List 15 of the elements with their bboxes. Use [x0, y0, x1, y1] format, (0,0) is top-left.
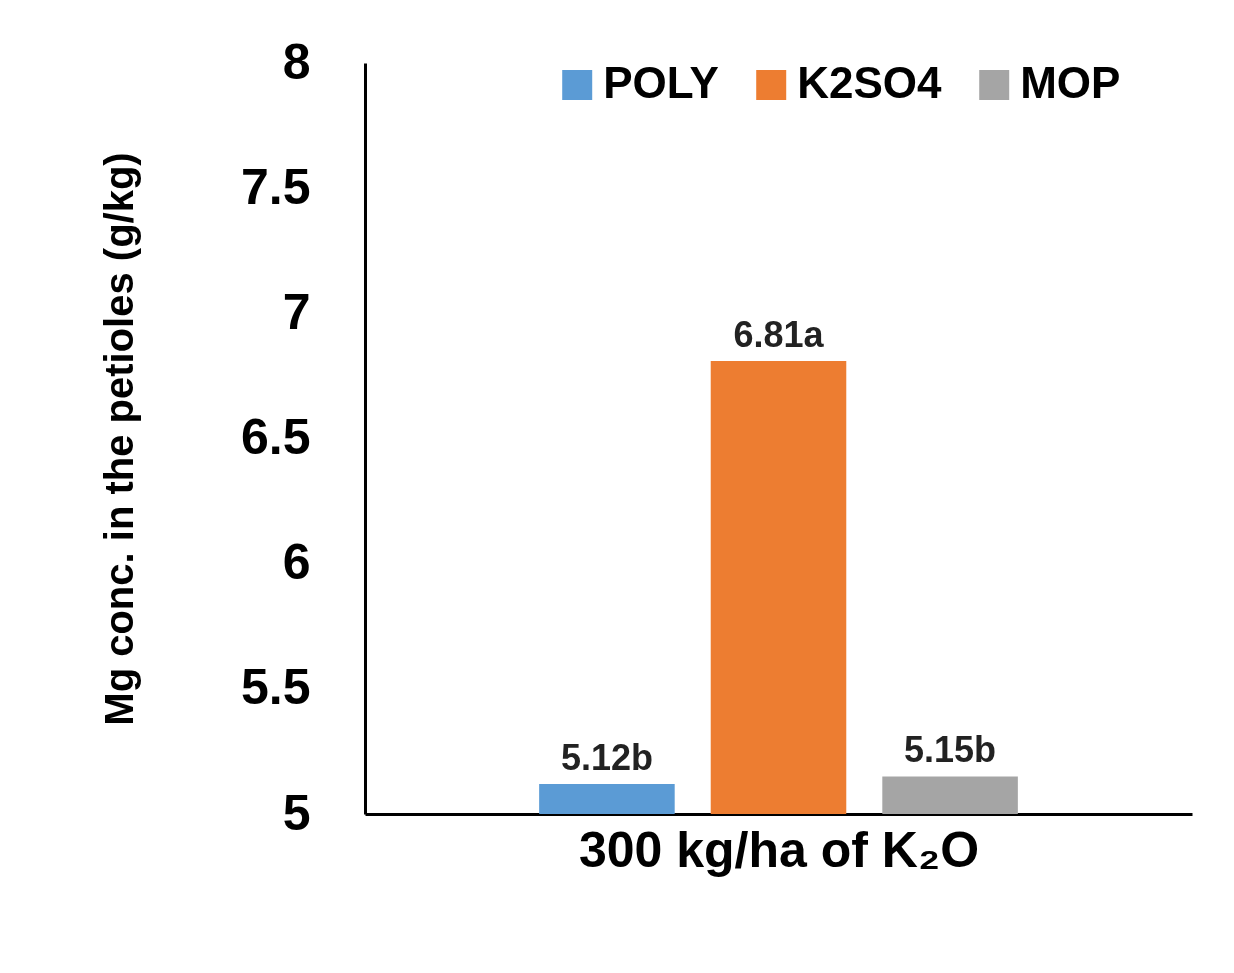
- y-tick-label: 5: [282, 784, 311, 841]
- y-tick-label: 7: [282, 283, 311, 340]
- y-tick-label: 5.5: [240, 659, 311, 716]
- y-axis-title: Mg conc. in the petioles (g/kg): [96, 152, 141, 726]
- data-label: 5.15b: [904, 729, 997, 771]
- y-tick-label: 8: [282, 33, 311, 90]
- legend-label: K2SO4: [797, 58, 943, 107]
- y-tick-label: 7.5: [240, 158, 311, 215]
- y-tick-label: 6: [282, 534, 311, 591]
- data-label: 5.12b: [560, 736, 653, 778]
- x-axis-title: 300 kg/ha of K₂O: [578, 821, 980, 878]
- data-label: 6.81a: [733, 313, 825, 355]
- legend-label: POLY: [603, 58, 719, 107]
- legend-label: MOP: [1020, 58, 1121, 107]
- y-tick-label: 6.5: [240, 409, 311, 465]
